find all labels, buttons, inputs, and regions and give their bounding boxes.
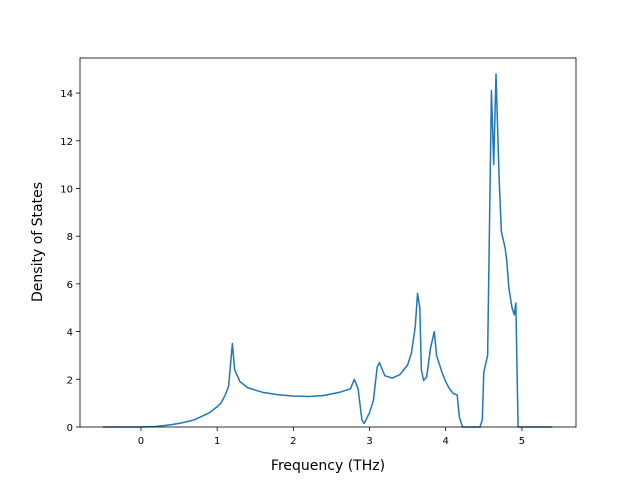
x-tick-label: 2	[290, 436, 296, 447]
x-tick-label: 0	[138, 436, 144, 447]
y-tick-label: 14	[60, 89, 73, 100]
y-tick-label: 6	[67, 280, 73, 291]
x-tick-label: 1	[214, 436, 220, 447]
x-tick-label: 4	[443, 436, 449, 447]
data-line	[102, 73, 553, 428]
y-tick-label: 4	[67, 328, 73, 339]
y-tick-label: 10	[60, 184, 73, 195]
y-axis-label: Density of States	[30, 182, 46, 302]
x-axis-label: Frequency (THz)	[271, 458, 385, 474]
y-tick-label: 0	[67, 423, 73, 434]
plot-frame	[79, 57, 577, 428]
y-tick-label: 12	[60, 137, 73, 148]
x-tick-label: 5	[519, 436, 525, 447]
y-tick-label: 8	[67, 232, 73, 243]
y-tick-label: 2	[67, 375, 73, 386]
x-tick-label: 3	[366, 436, 372, 447]
